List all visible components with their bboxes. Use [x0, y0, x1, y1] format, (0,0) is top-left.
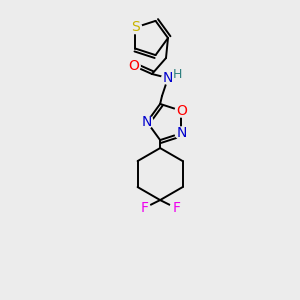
Text: H: H — [172, 68, 182, 80]
Circle shape — [141, 116, 153, 128]
Circle shape — [175, 105, 188, 117]
Text: N: N — [176, 126, 187, 140]
Circle shape — [170, 202, 182, 214]
Circle shape — [162, 72, 174, 84]
Circle shape — [138, 202, 150, 214]
Text: O: O — [129, 59, 140, 73]
Text: N: N — [163, 71, 173, 85]
Circle shape — [128, 60, 140, 72]
Circle shape — [175, 127, 188, 140]
Text: N: N — [142, 115, 152, 129]
Text: O: O — [176, 104, 187, 118]
Circle shape — [129, 21, 142, 34]
Text: F: F — [140, 201, 148, 215]
Text: S: S — [131, 20, 140, 34]
Text: F: F — [172, 201, 180, 215]
